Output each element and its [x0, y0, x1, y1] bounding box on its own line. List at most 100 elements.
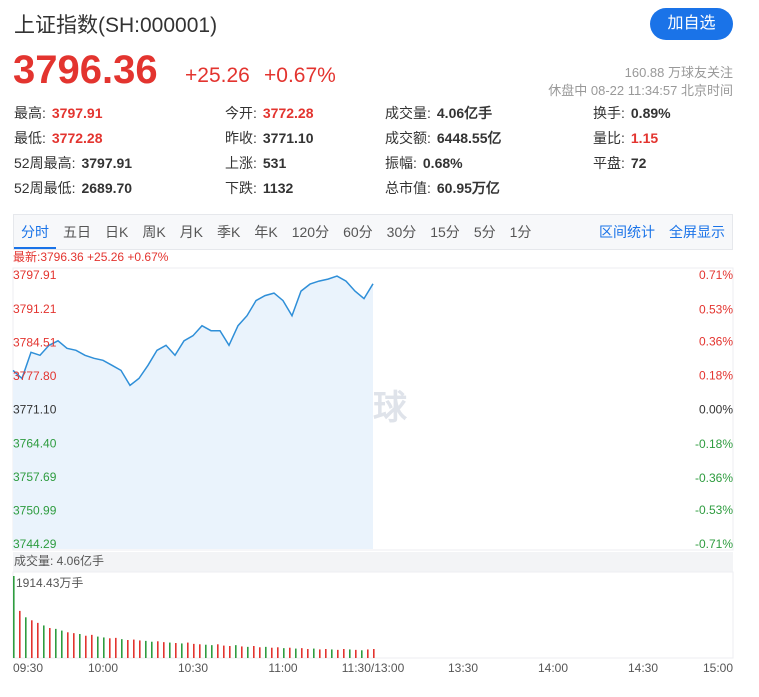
tab-action[interactable]: 全屏显示 — [669, 224, 725, 240]
volume-bar — [367, 649, 369, 658]
price-line — [12, 275, 374, 387]
stat-label: 总市值: — [385, 180, 431, 196]
tab[interactable]: 日K — [105, 224, 129, 240]
stat-value: 0.68% — [422, 155, 463, 171]
volume-bar — [109, 638, 111, 658]
stat-cell: 总市值: 60.95万亿 — [385, 178, 593, 198]
volume-bar — [127, 640, 129, 658]
tab[interactable]: 120分 — [291, 224, 330, 240]
stat-label: 下跌: — [225, 180, 257, 196]
stat-cell: 换手: 0.89% — [593, 103, 671, 123]
tab[interactable]: 60分 — [343, 224, 373, 240]
y2-tick-label: 0.00% — [699, 403, 733, 417]
volume-bar — [103, 637, 105, 658]
volume-bar — [205, 644, 207, 658]
market-status: 休盘中 08-22 11:34:57 北京时间 — [548, 83, 733, 98]
tab[interactable]: 年K — [254, 224, 278, 240]
x-tick-label: 14:00 — [538, 661, 568, 675]
stat-label: 成交量: — [385, 105, 431, 121]
volume-bar — [259, 647, 261, 658]
volume-bar — [289, 647, 291, 658]
volume-bar — [253, 646, 255, 658]
volume-bar — [133, 639, 135, 658]
volume-bar — [337, 649, 339, 658]
stat-value: 4.06亿手 — [436, 105, 493, 121]
volume-bar — [187, 642, 189, 658]
stat-value: 0.89% — [630, 105, 671, 121]
volume-bar — [97, 636, 99, 658]
y-tick-label: 3784.51 — [13, 335, 57, 349]
followers: 160.88 万球友关注 — [624, 65, 733, 80]
volume-bar — [277, 647, 279, 658]
y-tick-label: 3771.10 — [13, 403, 57, 417]
stat-value: 1132 — [262, 180, 294, 196]
x-tick-label: 09:30 — [13, 661, 43, 675]
tab[interactable]: 30分 — [386, 224, 417, 240]
add-watchlist-button[interactable]: 加自选 — [650, 8, 733, 40]
volume-bar — [43, 625, 45, 658]
tab[interactable]: 15分 — [430, 224, 460, 240]
stat-label: 成交额: — [385, 130, 431, 146]
tab[interactable]: 五日 — [63, 224, 91, 240]
y2-tick-label: 0.36% — [699, 334, 733, 348]
volume-bar — [31, 620, 33, 658]
volume-bar — [319, 649, 321, 658]
x-tick-label: 10:00 — [88, 661, 118, 675]
y2-tick-label: -0.53% — [695, 503, 733, 517]
volume-bar — [85, 635, 87, 658]
volume-header-bg — [13, 552, 733, 572]
stat-cell: 下跌: 1132 — [225, 178, 385, 198]
volume-bar — [37, 622, 39, 658]
y2-tick-label: 0.18% — [699, 369, 733, 383]
stat-value: 3772.28 — [51, 130, 103, 146]
x-tick-label: 10:30 — [178, 661, 208, 675]
stat-cell: 最高: 3797.91 — [14, 103, 225, 123]
tab[interactable]: 月K — [179, 224, 204, 240]
stat-cell: 上涨: 531 — [225, 153, 385, 173]
y-tick-label: 3757.69 — [13, 470, 57, 484]
stat-label: 52周最低: — [14, 180, 76, 196]
y2-tick-label: -0.71% — [695, 537, 733, 551]
volume-bar — [217, 644, 219, 658]
tab-action[interactable]: 区间统计 — [599, 224, 655, 240]
volume-bar — [49, 628, 51, 658]
volume-bar — [199, 644, 201, 658]
tab[interactable]: 季K — [217, 224, 241, 240]
volume-bar — [91, 634, 93, 658]
latest-label: 最新:3796.36 +25.26 +0.67% — [13, 249, 169, 264]
tab[interactable]: 5分 — [473, 224, 496, 240]
tab[interactable]: 1分 — [509, 224, 532, 240]
volume-bar — [25, 617, 27, 658]
stat-value: 1.15 — [630, 130, 659, 146]
stat-cell: 平盘: 72 — [593, 153, 671, 173]
volume-bar — [301, 648, 303, 658]
stat-cell: 昨收: 3771.10 — [225, 128, 385, 148]
stat-cell: 量比: 1.15 — [593, 128, 671, 148]
tab[interactable]: 周K — [142, 224, 166, 240]
stat-value: 531 — [262, 155, 287, 171]
volume-bar — [115, 637, 117, 658]
volume-bar — [331, 649, 333, 658]
volume-bar — [163, 642, 165, 658]
volume-bar — [151, 641, 153, 658]
volume-bar — [73, 633, 75, 658]
y-tick-label: 3797.91 — [13, 268, 57, 282]
volume-bar — [139, 640, 141, 658]
tab[interactable]: 分时 — [14, 215, 56, 249]
stat-cell: 成交量: 4.06亿手 — [385, 103, 593, 123]
stat-label: 平盘: — [593, 155, 625, 171]
stat-label: 最高: — [14, 105, 46, 121]
volume-tick-label: 1914.43万手 — [16, 576, 83, 590]
volume-bar — [223, 645, 225, 658]
volume-bar — [313, 648, 315, 658]
stat-label: 昨收: — [225, 130, 257, 146]
stat-value: 60.95万亿 — [436, 180, 500, 196]
x-tick-label: 11:30/13:00 — [342, 661, 405, 675]
volume-bar — [169, 642, 171, 658]
y2-tick-label: -0.18% — [695, 437, 733, 451]
price-area — [13, 276, 373, 549]
stat-label: 今开: — [225, 105, 257, 121]
stat-label: 最低: — [14, 130, 46, 146]
volume-bar — [295, 648, 297, 658]
